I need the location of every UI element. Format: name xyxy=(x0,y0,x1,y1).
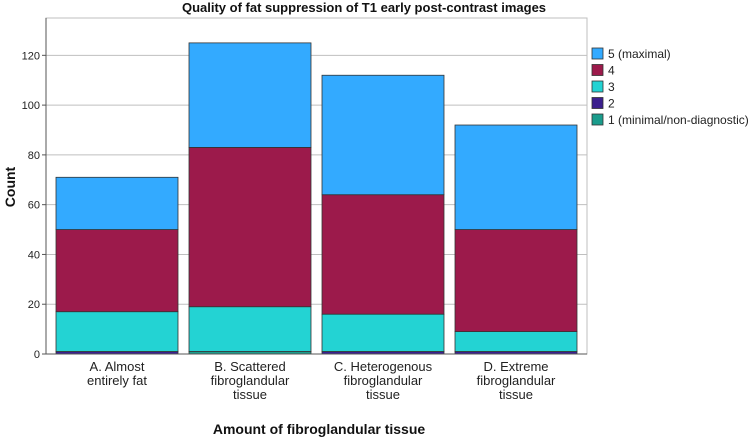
legend-swatch xyxy=(591,64,604,76)
y-tick-label: 20 xyxy=(28,299,40,311)
chart-title: Quality of fat suppression of T1 early p… xyxy=(182,0,546,15)
bar-segment xyxy=(55,176,179,230)
bar-segment xyxy=(454,331,578,352)
y-tick-label: 60 xyxy=(28,200,40,212)
legend: 5 (maximal) 4 3 2 1 (minimal/non-diagnostic) xyxy=(591,47,749,127)
y-tick-label: 40 xyxy=(28,249,40,261)
bar-segment xyxy=(188,306,312,352)
bar-segment xyxy=(454,124,578,230)
bar-segment xyxy=(321,194,445,315)
y-tick-label: 120 xyxy=(22,50,40,62)
y-tick-label: 100 xyxy=(22,100,40,112)
bar-segment xyxy=(55,311,179,352)
bar-segment xyxy=(188,42,312,148)
bar-segment xyxy=(321,313,445,352)
x-tick-label: C. Heterogenous fibroglandular tissue xyxy=(334,359,433,402)
legend-swatch xyxy=(591,47,604,60)
x-tick-label: B. Scattered fibroglandular tissue xyxy=(211,359,290,402)
legend-label: 3 xyxy=(608,80,615,94)
bars-layer xyxy=(55,42,578,355)
legend-label: 1 (minimal/non-diagnostic) xyxy=(608,113,749,127)
legend-label: 2 xyxy=(608,97,615,111)
bar-segment xyxy=(454,229,578,332)
legend-swatch xyxy=(591,80,604,93)
x-tick-label: A. Almost entirely fat xyxy=(87,359,147,388)
bar-segment xyxy=(55,229,179,313)
bar-segment xyxy=(188,147,312,308)
legend-label: 4 xyxy=(608,64,615,78)
bar-segment xyxy=(321,74,445,196)
x-tick-label: D. Extreme fibroglandular tissue xyxy=(477,359,556,402)
legend-label: 5 (maximal) xyxy=(608,47,671,61)
axis-layer: 0 20 40 60 80 100 120 A. Almost entirely fat B. S… xyxy=(22,18,587,402)
legend-swatch xyxy=(591,113,604,126)
y-tick-label: 0 xyxy=(34,349,40,361)
legend-swatch xyxy=(591,97,604,109)
y-tick-label: 80 xyxy=(28,150,40,162)
x-axis-title: Amount of fibroglandular tissue xyxy=(213,421,426,437)
y-axis-title: Count xyxy=(2,166,18,207)
